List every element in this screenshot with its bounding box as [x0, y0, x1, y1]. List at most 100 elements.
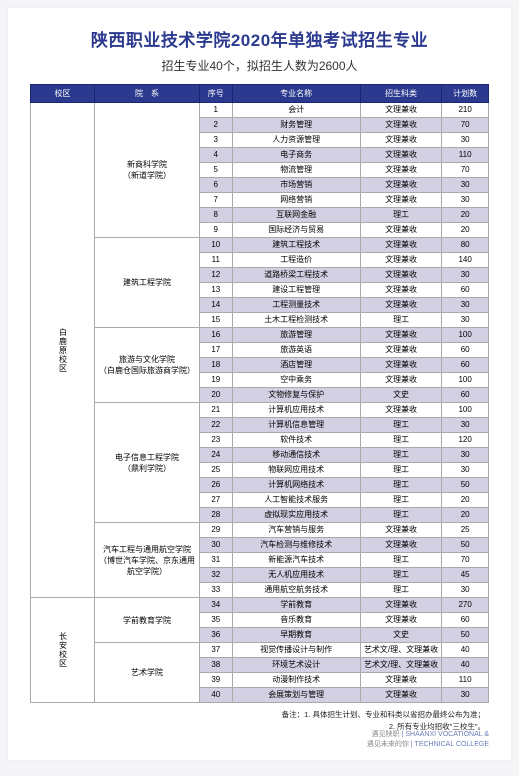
major-cell: 互联网金融 [232, 208, 360, 223]
campus-cell: 白鹿原校区 [31, 103, 95, 598]
num-cell: 4 [199, 148, 232, 163]
table-row: 长安校区学前教育学院34学前教育文理兼收270 [31, 598, 489, 613]
major-cell: 建设工程管理 [232, 283, 360, 298]
num-cell: 32 [199, 568, 232, 583]
type-cell: 文理兼收 [360, 613, 442, 628]
table-header-row: 校区 院 系 序号 专业名称 招生科类 计划数 [31, 85, 489, 103]
type-cell: 理工 [360, 493, 442, 508]
type-cell: 文理兼收 [360, 673, 442, 688]
major-cell: 视觉传播设计与制作 [232, 643, 360, 658]
major-cell: 物流管理 [232, 163, 360, 178]
major-cell: 汽车检测与维修技术 [232, 538, 360, 553]
plan-cell: 110 [442, 148, 489, 163]
num-cell: 20 [199, 388, 232, 403]
plan-cell: 30 [442, 463, 489, 478]
plan-cell: 210 [442, 103, 489, 118]
type-cell: 艺术文/理、文理兼收 [360, 643, 442, 658]
plan-cell: 40 [442, 658, 489, 673]
major-cell: 电子商务 [232, 148, 360, 163]
type-cell: 文理兼收 [360, 328, 442, 343]
num-cell: 34 [199, 598, 232, 613]
plan-cell: 60 [442, 388, 489, 403]
plan-cell: 30 [442, 178, 489, 193]
num-cell: 33 [199, 583, 232, 598]
major-cell: 计算机网络技术 [232, 478, 360, 493]
num-cell: 31 [199, 553, 232, 568]
major-cell: 无人机应用技术 [232, 568, 360, 583]
major-cell: 软件技术 [232, 433, 360, 448]
major-cell: 工程造价 [232, 253, 360, 268]
plan-cell: 50 [442, 478, 489, 493]
footer-cn2: 遇见未来的你 [367, 741, 409, 748]
plan-cell: 270 [442, 598, 489, 613]
major-cell: 学前教育 [232, 598, 360, 613]
type-cell: 理工 [360, 433, 442, 448]
type-cell: 文理兼收 [360, 538, 442, 553]
type-cell: 理工 [360, 583, 442, 598]
plan-cell: 60 [442, 358, 489, 373]
type-cell: 文理兼收 [360, 178, 442, 193]
num-cell: 15 [199, 313, 232, 328]
major-cell: 网络营销 [232, 193, 360, 208]
plan-cell: 30 [442, 583, 489, 598]
num-cell: 6 [199, 178, 232, 193]
type-cell: 理工 [360, 463, 442, 478]
num-cell: 28 [199, 508, 232, 523]
major-cell: 建筑工程技术 [232, 238, 360, 253]
num-cell: 27 [199, 493, 232, 508]
plan-cell: 50 [442, 538, 489, 553]
major-cell: 人工智能技术服务 [232, 493, 360, 508]
dept-cell: 学前教育学院 [95, 598, 200, 643]
major-cell: 文物修复与保护 [232, 388, 360, 403]
type-cell: 理工 [360, 208, 442, 223]
table-body: 白鹿原校区新商科学院（新道学院）1会计文理兼收2102财务管理文理兼收703人力… [31, 103, 489, 703]
plan-cell: 60 [442, 343, 489, 358]
major-cell: 通用航空航务技术 [232, 583, 360, 598]
plan-cell: 30 [442, 298, 489, 313]
type-cell: 理工 [360, 478, 442, 493]
num-cell: 35 [199, 613, 232, 628]
plan-cell: 40 [442, 643, 489, 658]
major-cell: 人力资源管理 [232, 133, 360, 148]
plan-cell: 80 [442, 238, 489, 253]
table-row: 艺术学院37视觉传播设计与制作艺术文/理、文理兼收40 [31, 643, 489, 658]
plan-cell: 20 [442, 208, 489, 223]
num-cell: 25 [199, 463, 232, 478]
dept-cell: 汽车工程与通用航空学院（博世汽车学院、京东通用航空学院） [95, 523, 200, 598]
table-row: 汽车工程与通用航空学院（博世汽车学院、京东通用航空学院）29汽车营销与服务文理兼… [31, 523, 489, 538]
header-plan: 计划数 [442, 85, 489, 103]
major-cell: 汽车营销与服务 [232, 523, 360, 538]
major-cell: 会计 [232, 103, 360, 118]
num-cell: 39 [199, 673, 232, 688]
type-cell: 文理兼收 [360, 163, 442, 178]
type-cell: 文史 [360, 628, 442, 643]
plan-cell: 20 [442, 493, 489, 508]
num-cell: 17 [199, 343, 232, 358]
type-cell: 文理兼收 [360, 298, 442, 313]
footer-en: | [402, 731, 404, 738]
num-cell: 10 [199, 238, 232, 253]
major-cell: 早期教育 [232, 628, 360, 643]
plan-cell: 30 [442, 448, 489, 463]
num-cell: 24 [199, 448, 232, 463]
num-cell: 1 [199, 103, 232, 118]
type-cell: 文理兼收 [360, 148, 442, 163]
header-type: 招生科类 [360, 85, 442, 103]
type-cell: 艺术文/理、文理兼收 [360, 658, 442, 673]
plan-cell: 50 [442, 628, 489, 643]
major-cell: 国际经济与贸易 [232, 223, 360, 238]
table-row: 建筑工程学院10建筑工程技术文理兼收80 [31, 238, 489, 253]
type-cell: 文理兼收 [360, 523, 442, 538]
major-cell: 市场营销 [232, 178, 360, 193]
plan-cell: 70 [442, 118, 489, 133]
num-cell: 13 [199, 283, 232, 298]
plan-cell: 100 [442, 403, 489, 418]
major-cell: 道路桥梁工程技术 [232, 268, 360, 283]
notes-prefix: 备注： [282, 710, 305, 719]
major-cell: 空中乘务 [232, 373, 360, 388]
num-cell: 23 [199, 433, 232, 448]
header-major: 专业名称 [232, 85, 360, 103]
major-cell: 财务管理 [232, 118, 360, 133]
plan-cell: 60 [442, 283, 489, 298]
major-cell: 新能源汽车技术 [232, 553, 360, 568]
